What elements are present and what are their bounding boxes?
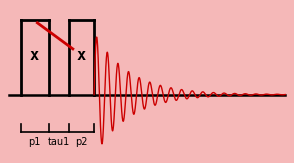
Text: x: x bbox=[77, 48, 86, 63]
Text: p2: p2 bbox=[75, 137, 88, 147]
Text: p1: p1 bbox=[28, 137, 41, 147]
Text: x: x bbox=[30, 48, 39, 63]
Text: tau1: tau1 bbox=[48, 137, 70, 147]
